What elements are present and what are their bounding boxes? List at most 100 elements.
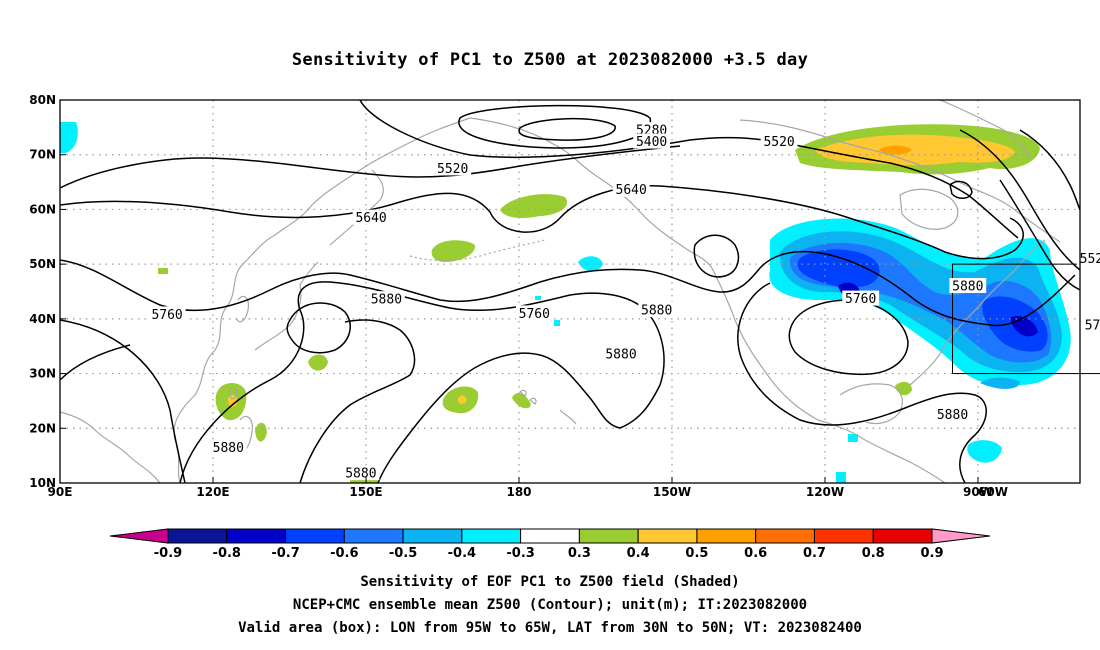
coastline-kamchatka (329, 169, 384, 246)
colorbar-label: 0.8 (862, 546, 885, 561)
lat-lon-grid (60, 100, 1080, 483)
colorbar-swatch (461, 528, 522, 544)
negative-sensitivity-area (554, 320, 560, 326)
contour-5400 (458, 104, 651, 149)
contour-5640 (949, 180, 973, 199)
contour-5760 (60, 250, 1076, 327)
caption-contour: NCEP+CMC ensemble mean Z500 (Contour); u… (292, 597, 808, 613)
colorbar-swatch (402, 528, 463, 544)
contour-label-bg (342, 465, 380, 481)
lon-tick-label: 150E (349, 485, 382, 499)
contour-label-bg (612, 181, 650, 197)
contour-5880 (959, 129, 1080, 271)
contour-label-bg (368, 291, 405, 307)
coastline-gulf (839, 383, 903, 425)
contour-label-bg (760, 133, 798, 149)
colorbar-low-triangle (109, 528, 169, 544)
coastline-asia (173, 117, 471, 483)
colorbar-swatch (343, 528, 404, 544)
contour-label-bg (842, 290, 880, 306)
contour-label-bg (352, 209, 390, 225)
colorbar-label: 0.5 (685, 546, 708, 561)
coastline-greenland (939, 100, 1031, 161)
contour-label-bg (515, 305, 553, 321)
coastline-aleutians (409, 239, 546, 262)
colorbar-high-triangle (931, 528, 991, 544)
contour-5760 (693, 234, 740, 278)
contour-5760 (999, 179, 1080, 291)
lat-tick-label: 50N (29, 257, 56, 271)
page-title: Sensitivity of PC1 to Z500 at 2023082000… (291, 50, 809, 70)
negative-sensitivity-area (535, 296, 541, 300)
contour-label: 5880 (371, 293, 402, 308)
colorbar-swatch (167, 528, 228, 544)
coastline-hawaii (519, 389, 537, 405)
colorbar-swatch (578, 528, 639, 544)
coastline-asia (60, 411, 161, 483)
contour-label-bg (638, 302, 676, 318)
contour-5880 (299, 319, 416, 483)
negative-sensitivity-area (848, 434, 858, 442)
caption-shading: Sensitivity of EOF PC1 to Z500 field (Sh… (360, 574, 740, 590)
lat-tick-label: 40N (29, 312, 56, 326)
lon-tick-label: 150W (653, 485, 691, 499)
colorbar-swatch (755, 528, 815, 544)
lat-tick-label: 70N (29, 148, 56, 162)
positive-sensitivity-area (457, 395, 467, 405)
negative-sensitivity-area (980, 377, 1020, 389)
contour-label: 5760 (151, 308, 182, 323)
lat-tick-label: 60N (29, 202, 56, 216)
contour-label: 5880 (605, 347, 636, 362)
colorbar: -0.9 -0.8 -0.7 -0.6 -0.5 -0.4 -0.3 0.3 0.4 0.5 0.6… (109, 528, 991, 561)
positive-sensitivity-area (255, 422, 267, 442)
contour-label: 5640 (616, 183, 647, 198)
lat-tick-label: 20N (29, 421, 56, 435)
colorbar-swatch (520, 528, 580, 544)
lat-tick-label: 30N (29, 367, 56, 381)
lon-tick-label: 90W (963, 485, 993, 499)
colorbar-label: -0.9 (154, 546, 182, 561)
positive-sensitivity-area (500, 194, 568, 218)
valid-area-rect (952, 263, 1100, 375)
contour-label: 5880 (952, 280, 983, 295)
z500-contours (60, 100, 1080, 483)
contour-label: 5760 (519, 307, 550, 322)
coastline-islands (559, 409, 577, 425)
latitude-axis: 10N 20N 30N 40N 50N 60N 70N 80N (29, 93, 66, 490)
colorbar-label: 0.7 (803, 546, 826, 561)
coastlines (60, 100, 1061, 483)
lat-tick-label: 10N (29, 476, 56, 490)
contour-label: 5640 (355, 211, 386, 226)
colorbar-swatch (285, 528, 345, 544)
contour-label: 5400 (636, 135, 667, 150)
coastline-canada (739, 119, 1061, 243)
coastline-japan (254, 261, 319, 351)
positive-sensitivity-area (815, 134, 1015, 166)
lon-tick-label: 90E (48, 485, 73, 499)
coastline-north-america (711, 267, 946, 483)
contour-5280 (518, 117, 616, 141)
caption-valid-area: Valid area (box): LON from 95W to 65W, L… (238, 620, 862, 636)
lat-tick-label: 80N (29, 93, 56, 107)
contour-label: 5760 (845, 292, 876, 307)
colorbar-label: 0.6 (744, 546, 767, 561)
colorbar-label: -0.3 (506, 546, 534, 561)
positive-sensitivity-area (512, 393, 531, 409)
positive-sensitivity-area (308, 354, 328, 371)
lon-tick-label: 180 (506, 485, 531, 499)
contour-label-bg (434, 160, 472, 176)
coastline-east-coast (909, 239, 1046, 386)
positive-sensitivity-area (431, 240, 476, 262)
lon-tick-label: 120W (806, 485, 844, 499)
colorbar-label: -0.6 (330, 546, 358, 561)
coastline-taiwan (229, 386, 238, 400)
contour-5880 (60, 344, 131, 381)
contour-5880 (737, 282, 987, 483)
colorbar-label: -0.5 (389, 546, 417, 561)
contour-label: 5880 (937, 408, 968, 423)
contour-5520 (60, 145, 681, 189)
sensitivity-shading (60, 122, 1071, 483)
colorbar-swatch (696, 528, 757, 544)
